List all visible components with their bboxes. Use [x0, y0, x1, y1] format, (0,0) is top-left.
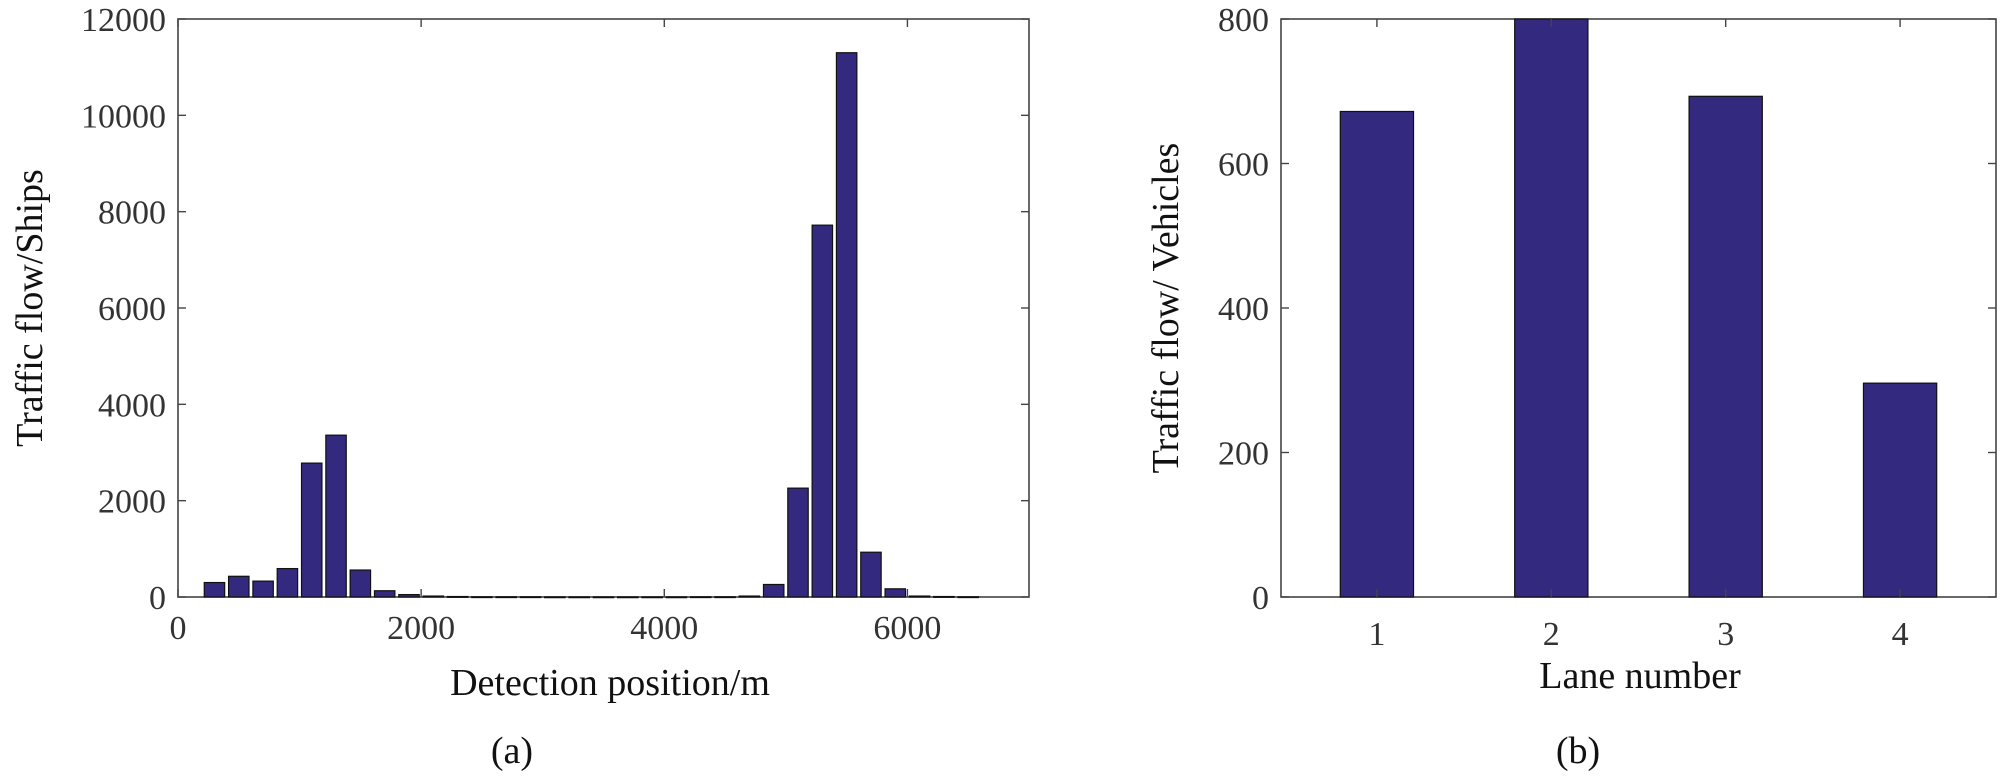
bar-a-14 [544, 596, 566, 599]
x-axis-label-a: Detection position/m [450, 662, 770, 704]
bar-a-28 [884, 588, 907, 598]
bar-b-3 [1862, 382, 1938, 598]
y-tick-label-b-1: 200 [1218, 436, 1269, 473]
y-tick-label-b-4: 800 [1218, 2, 1269, 39]
y-tick-label-a-4: 8000 [98, 195, 166, 232]
bar-a-20 [689, 596, 712, 599]
chart-b: 0 200 400 600 800 1 2 3 4 Lane number Traffic f… [1145, 2, 1997, 772]
y-tick-label-b-3: 600 [1218, 147, 1269, 184]
y-tick-label-a-2: 4000 [98, 387, 166, 424]
bar-a-24 [787, 487, 809, 598]
bar-a-19 [665, 596, 688, 599]
x-tick-label-b-2: 3 [1717, 616, 1734, 653]
y-tick-label-b-2: 400 [1218, 291, 1269, 328]
bar-a-0 [203, 581, 226, 598]
bar-a-12 [495, 596, 518, 599]
y-tick-label-a-0: 0 [149, 580, 166, 617]
x-tick-label-a-3: 6000 [873, 610, 941, 647]
x-tick-label-b-1: 2 [1543, 616, 1560, 653]
bar-a-18 [641, 596, 663, 599]
bar-a-7 [373, 590, 396, 598]
bar-a-31 [957, 596, 980, 599]
bar-a-30 [933, 595, 955, 598]
bar-a-29 [908, 595, 931, 598]
bar-a-4 [300, 462, 323, 598]
y-tick-label-b-0: 0 [1252, 580, 1269, 617]
bar-a-5 [325, 434, 347, 598]
bar-a-26 [835, 52, 858, 598]
bar-a-11 [471, 596, 493, 599]
bar-a-21 [714, 596, 736, 599]
bars-b [1339, 18, 1938, 598]
x-tick-label-a-1: 2000 [387, 610, 455, 647]
y-tick-label-a-6: 12000 [81, 2, 166, 39]
bar-a-22 [738, 595, 761, 598]
x-tick-label-b-0: 1 [1368, 616, 1385, 653]
bar-a-16 [592, 596, 615, 599]
caption-b: (b) [1556, 730, 1600, 772]
bars-a [203, 52, 980, 599]
bar-a-10 [446, 595, 469, 598]
y-axis-label-b: Traffic flow/ Vehicles [1145, 143, 1187, 474]
bar-a-6 [349, 569, 372, 598]
bar-a-25 [811, 224, 834, 598]
x-axis-label-b: Lane number [1539, 655, 1741, 697]
y-ticks-a: 0 2000 4000 6000 8000 10000 12000 [81, 2, 1029, 617]
x-ticks-a: 0 2000 4000 6000 [170, 19, 941, 647]
x-ticks-b: 1 2 3 4 [1368, 19, 1909, 653]
y-tick-label-a-1: 2000 [98, 484, 166, 521]
bar-b-0 [1339, 110, 1415, 598]
bar-a-15 [568, 596, 590, 599]
x-tick-label-b-3: 4 [1892, 616, 1909, 653]
y-tick-label-a-5: 10000 [81, 98, 166, 135]
bar-a-27 [860, 551, 882, 598]
bar-a-23 [762, 583, 785, 598]
x-tick-label-a-0: 0 [170, 610, 187, 647]
y-tick-label-a-3: 6000 [98, 291, 166, 328]
caption-a: (a) [491, 730, 533, 772]
bar-b-1 [1514, 18, 1589, 598]
bar-a-13 [519, 596, 542, 599]
bar-a-9 [422, 595, 445, 598]
bar-a-1 [227, 575, 250, 598]
x-tick-label-a-2: 4000 [630, 610, 698, 647]
chart-a: 0 2000 4000 6000 8000 10000 12000 0 2000 4000 600… [9, 2, 1030, 772]
y-axis-label-a: Traffic flow/Ships [9, 169, 51, 447]
bar-a-2 [252, 580, 274, 598]
bar-b-2 [1688, 95, 1763, 598]
bar-a-17 [616, 596, 639, 599]
y-ticks-b: 0 200 400 600 800 [1218, 2, 1996, 617]
bar-a-3 [276, 567, 299, 598]
bar-a-8 [398, 593, 420, 598]
